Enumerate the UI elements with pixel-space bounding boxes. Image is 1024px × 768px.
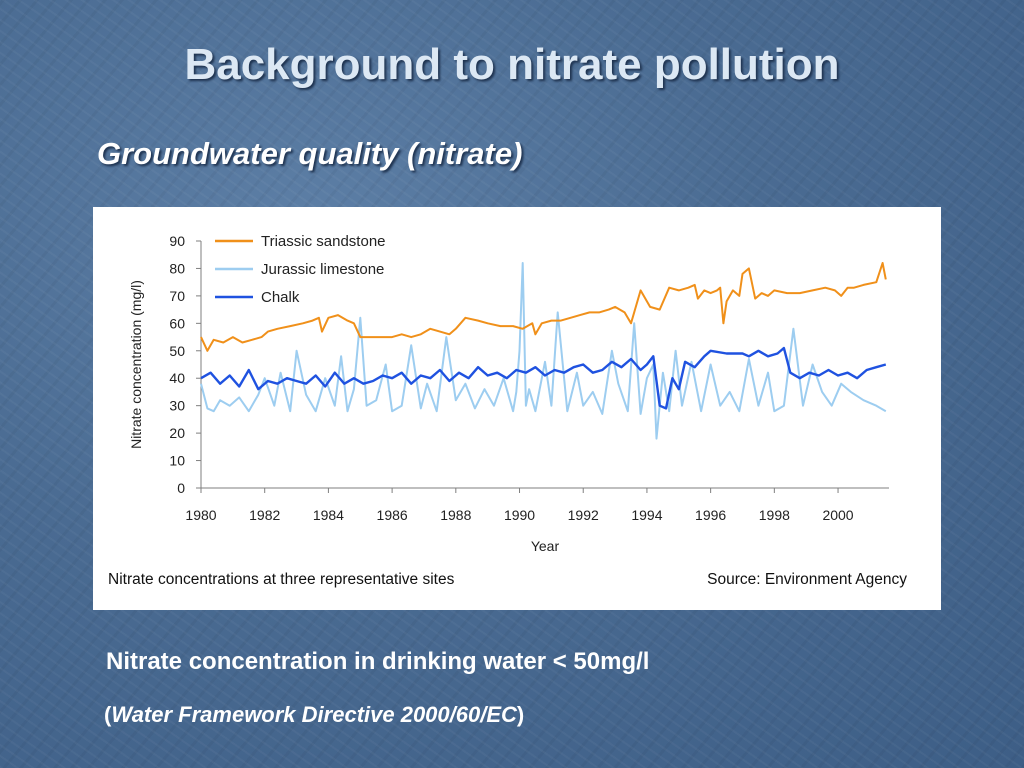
y-tick-label: 40	[169, 370, 185, 386]
chart-source: Source: Environment Agency	[707, 571, 907, 588]
y-axis-label: Nitrate concentration (mg/l)	[128, 280, 144, 449]
nitrate-line-chart: 0 10 20 30 40 50 60 70 80 90 1980 1982 1984 1986 1988 1…	[128, 233, 889, 554]
x-tick-label: 1984	[313, 507, 344, 523]
chart-caption: Nitrate concentrations at three represen…	[108, 571, 455, 588]
x-tick-label: 2000	[822, 507, 853, 523]
x-tick-label: 1980	[185, 507, 216, 523]
directive-close-paren: )	[516, 702, 525, 727]
x-tick-label: 1992	[568, 507, 599, 523]
series-line-triassic-sandstone	[200, 262, 887, 352]
drinking-water-limit: Nitrate concentration in drinking water …	[106, 648, 650, 675]
y-tick-label: 50	[169, 343, 185, 359]
x-tick-label: 1982	[249, 507, 280, 523]
y-tick-label: 0	[177, 480, 185, 496]
legend-label-jurassic-limestone: Jurassic limestone	[261, 261, 384, 278]
chart-axes: 0 10 20 30 40 50 60 70 80 90 1980 1982 1984 1986 1988 1…	[128, 233, 889, 554]
y-tick-label: 10	[169, 453, 185, 469]
series-line-jurassic-limestone	[200, 262, 887, 440]
x-tick-label: 1986	[377, 507, 408, 523]
y-tick-label: 20	[169, 425, 185, 441]
slide-title: Background to nitrate pollution	[184, 40, 840, 89]
legend-label-triassic-sandstone: Triassic sandstone	[261, 233, 386, 250]
y-tick-label: 30	[169, 398, 185, 414]
x-tick-label: 1996	[695, 507, 726, 523]
x-tick-label: 1994	[631, 507, 662, 523]
x-tick-label: 1990	[504, 507, 535, 523]
y-tick-label: 60	[169, 315, 185, 331]
series-line-chalk	[200, 346, 887, 410]
chart-series	[200, 262, 887, 440]
y-tick-label: 90	[169, 233, 185, 249]
directive-reference: (Water Framework Directive 2000/60/EC)	[104, 702, 524, 728]
directive-text: Water Framework Directive 2000/60/EC	[111, 702, 517, 727]
x-tick-label: 1998	[759, 507, 790, 523]
slide-subtitle: Groundwater quality (nitrate)	[97, 136, 523, 171]
x-axis-label: Year	[531, 538, 560, 554]
x-tick-label: 1988	[440, 507, 471, 523]
chart-panel: 0 10 20 30 40 50 60 70 80 90 1980 1982 1984 1986 1988 1…	[93, 207, 941, 610]
y-tick-label: 80	[169, 260, 185, 276]
chart-legend: Triassic sandstone Jurassic limestone Chal…	[215, 233, 386, 306]
legend-label-chalk: Chalk	[261, 289, 300, 306]
y-tick-label: 70	[169, 288, 185, 304]
directive-open-paren: (	[104, 702, 112, 727]
